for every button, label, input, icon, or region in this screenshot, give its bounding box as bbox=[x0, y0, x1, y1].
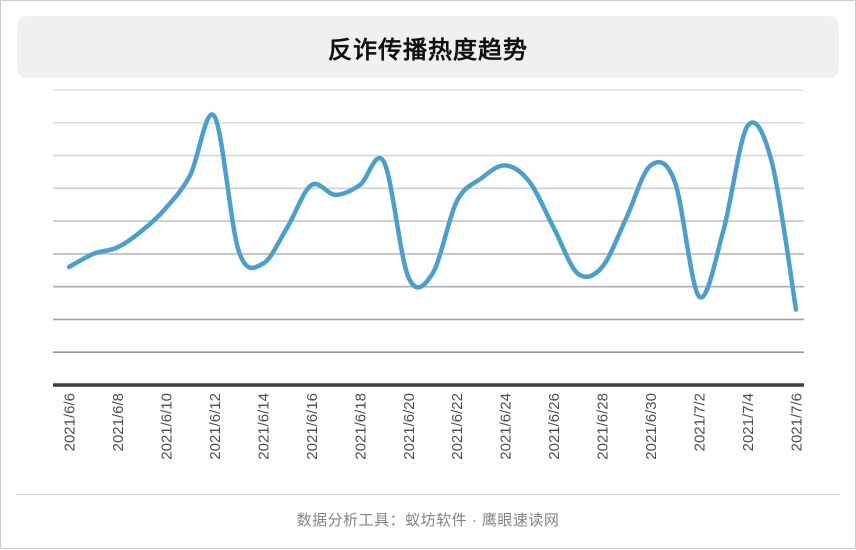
chart-title: 反诈传播热度趋势 bbox=[328, 36, 528, 64]
x-tick-label: 2021/6/30 bbox=[643, 393, 660, 460]
x-tick-label: 2021/6/12 bbox=[207, 393, 224, 460]
x-tick-label: 2021/6/8 bbox=[110, 393, 127, 451]
x-tick-label: 2021/7/2 bbox=[692, 393, 709, 451]
x-tick-label: 2021/6/28 bbox=[595, 393, 612, 460]
chart-title-banner: 反诈传播热度趋势 bbox=[17, 16, 839, 78]
x-tick-label: 2021/6/20 bbox=[401, 393, 418, 460]
footer-credit: 数据分析工具：蚁坊软件 · 鹰眼速读网 bbox=[296, 512, 560, 529]
footer-divider bbox=[16, 494, 840, 495]
x-tick-label: 2021/6/10 bbox=[158, 393, 175, 460]
x-tick-label: 2021/6/24 bbox=[498, 393, 515, 460]
x-tick-label: 2021/6/18 bbox=[352, 393, 369, 460]
x-tick-label: 2021/6/22 bbox=[449, 393, 466, 460]
x-tick-label: 2021/6/16 bbox=[304, 393, 321, 460]
x-tick-label: 2021/7/4 bbox=[740, 393, 757, 451]
x-tick-label: 2021/6/26 bbox=[546, 393, 563, 460]
x-tick-label: 2021/7/6 bbox=[789, 393, 806, 451]
x-tick-label: 2021/6/14 bbox=[255, 393, 272, 460]
trend-line bbox=[66, 112, 799, 312]
x-tick-label: 2021/6/6 bbox=[62, 393, 79, 451]
